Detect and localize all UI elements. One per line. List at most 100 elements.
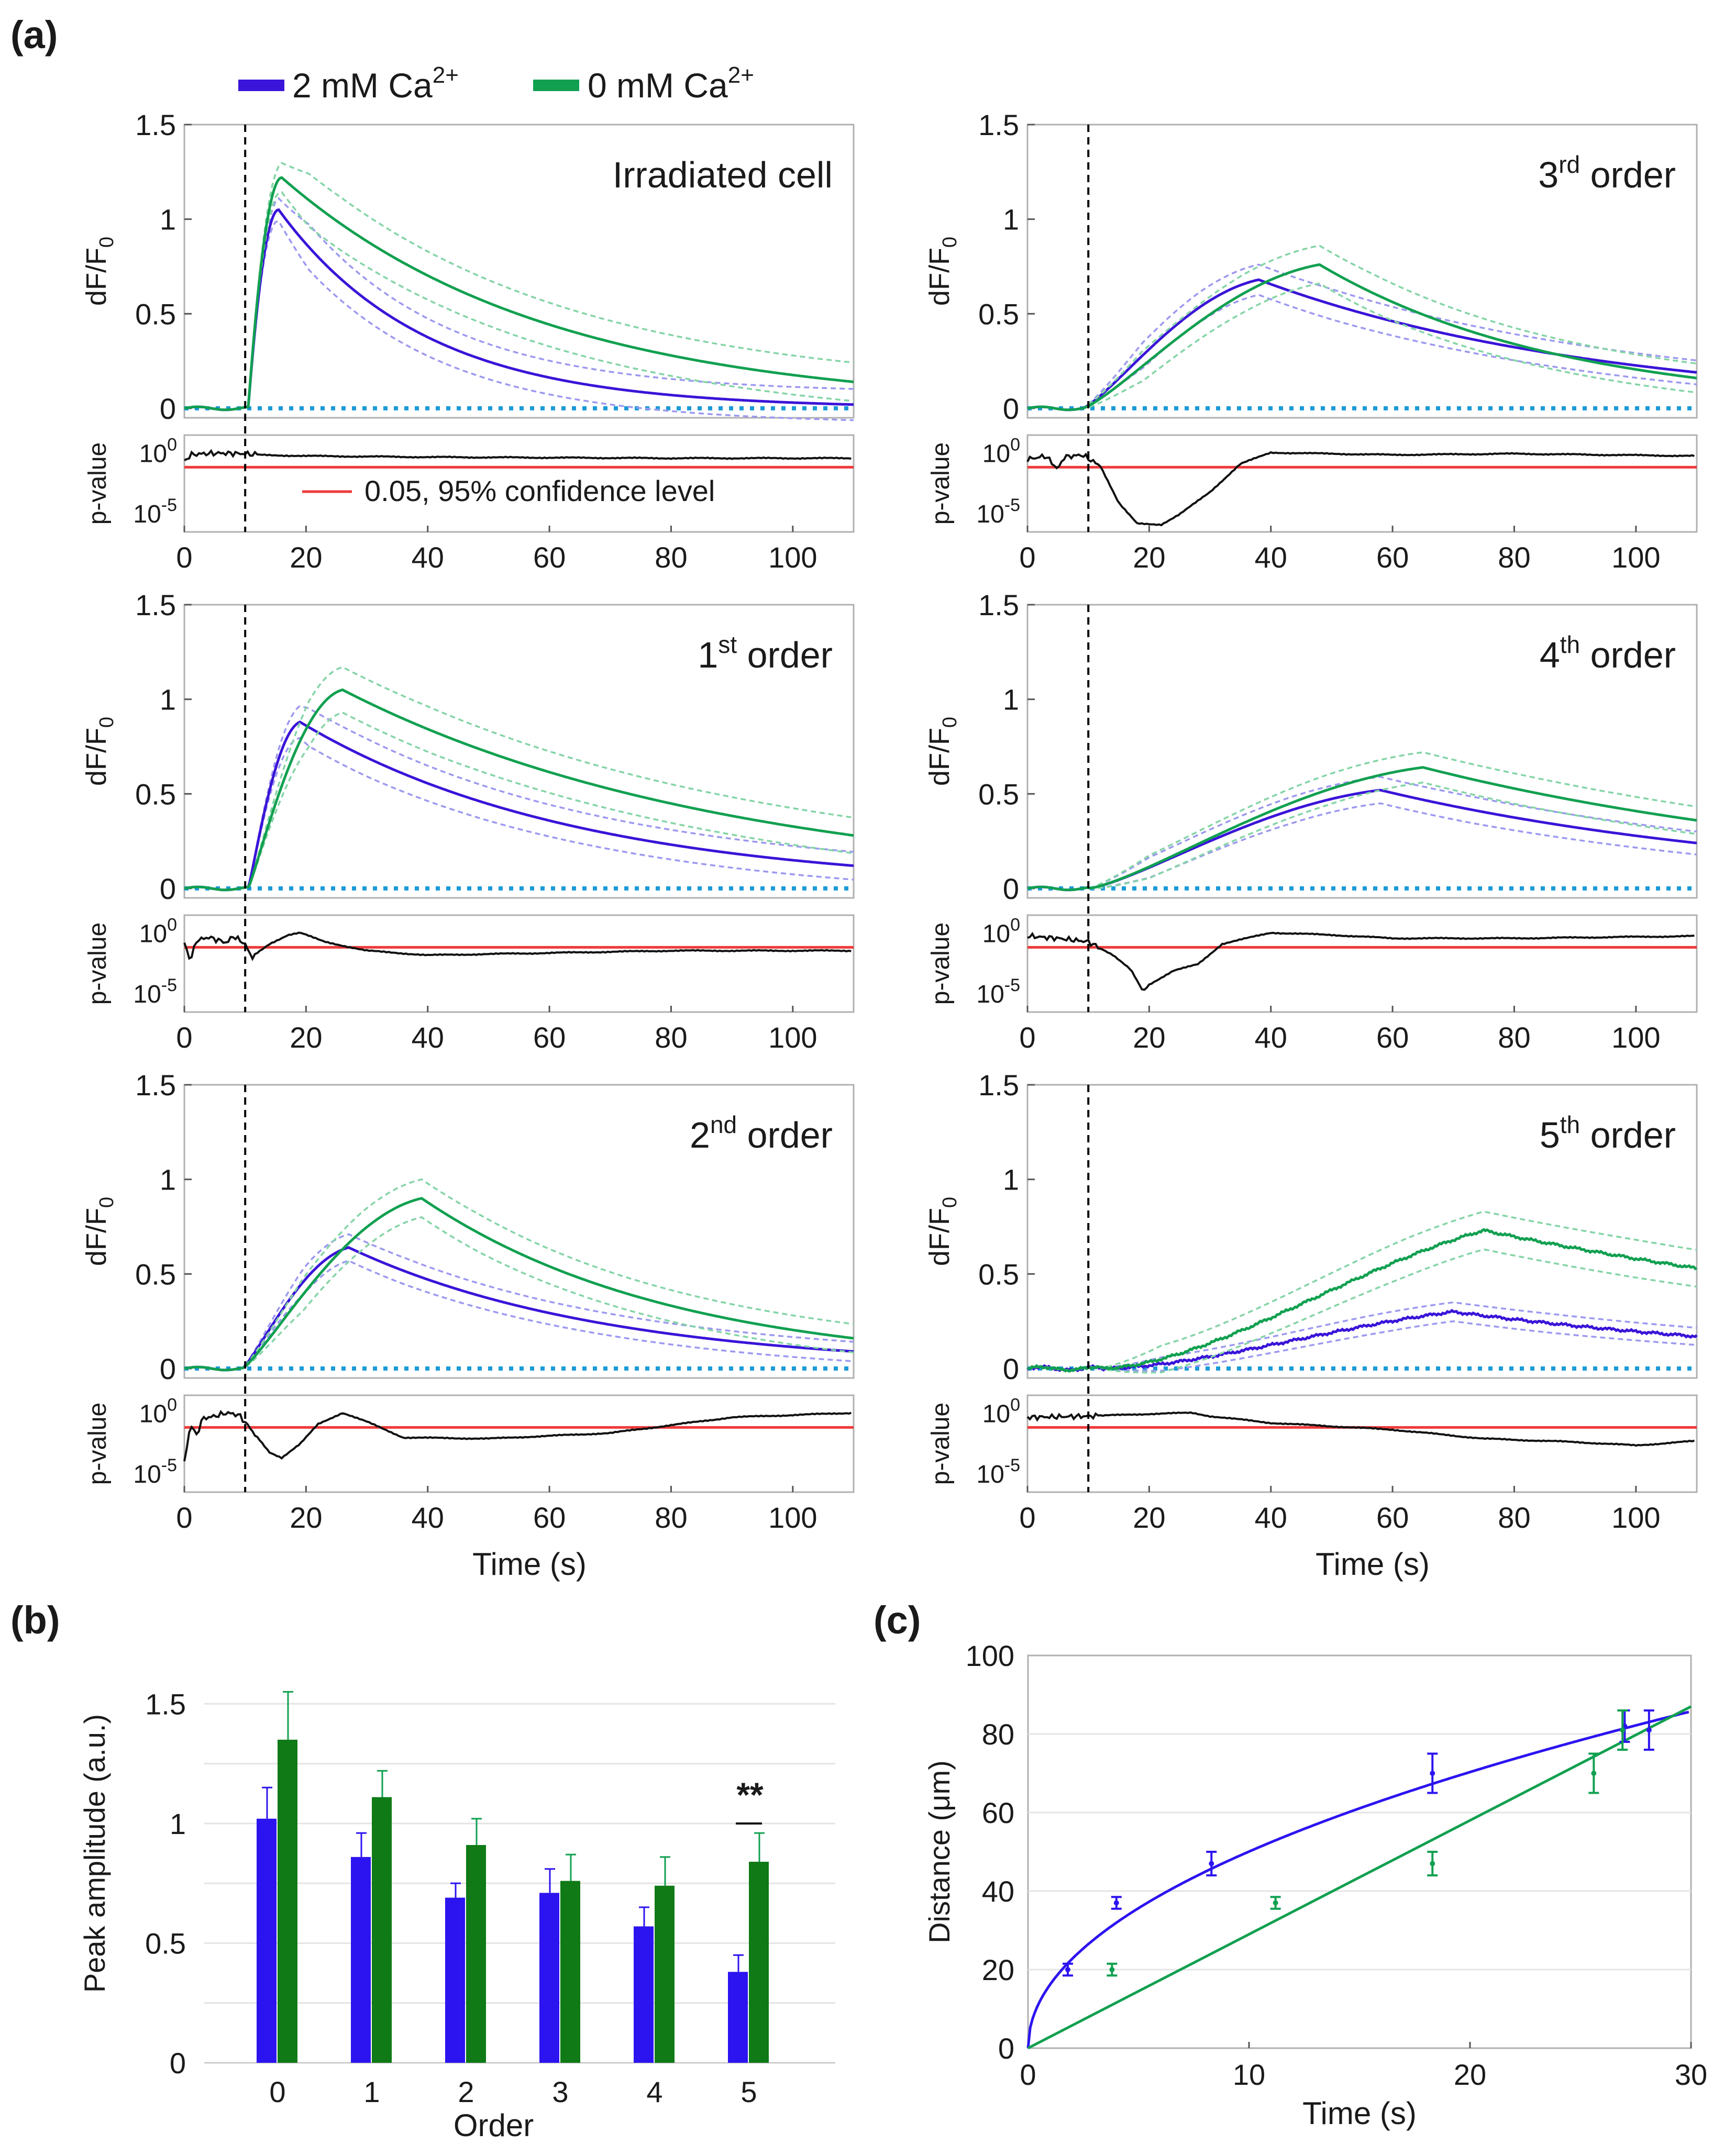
confidence-band-green (184, 712, 854, 891)
y-tick-label: 100 (966, 1639, 1014, 1672)
x-tick-label: 40 (412, 541, 444, 574)
y-tick-label: 80 (982, 1718, 1014, 1751)
pvalue-frame (1026, 1394, 1698, 1493)
y-tick-label: 0.5 (145, 1927, 186, 1960)
bar-blue (634, 1926, 654, 2063)
pvalue-tick-label: 10-5 (133, 975, 177, 1008)
x-tick-label: 5 (741, 2075, 757, 2108)
fit-line-green (1027, 1705, 1692, 2050)
subplot-title: 5th order (1540, 1111, 1676, 1155)
plot-frame (183, 124, 855, 419)
x-tick-label: 0 (1019, 1501, 1035, 1534)
title-number: 3 (1538, 154, 1559, 195)
pvalue-axis-label: p-value (84, 923, 112, 1005)
y-tick-label: 0.5 (978, 777, 1019, 810)
mean-trace-green (1027, 766, 1697, 892)
bar-blue (257, 1818, 277, 2063)
pvalue-trace (1026, 1411, 1695, 1447)
title-rest: order (737, 635, 833, 675)
y-tick-label: 0.5 (135, 777, 176, 810)
confidence-band-green (1027, 1210, 1697, 1371)
data-point-blue (1113, 1900, 1119, 1906)
x-tick-label: 100 (768, 541, 817, 574)
mean-trace-green (1027, 1228, 1697, 1373)
fit-line-blue (1026, 1710, 1689, 2049)
y-tick-label: 1.5 (135, 108, 176, 141)
bar-green (466, 1845, 486, 2063)
pvalue-frame (183, 1394, 855, 1493)
subplot-title: 2nd order (690, 1111, 833, 1155)
x-tick-label: 80 (1498, 1021, 1530, 1054)
x-tick-label: 100 (1611, 1501, 1660, 1534)
y-tick-label: 1 (160, 203, 176, 236)
pvalue-axis-label: p-value (84, 442, 112, 525)
title-number: 4 (1540, 635, 1560, 675)
title-superscript: st (718, 631, 737, 658)
x-tick-label: 0 (1020, 2058, 1036, 2091)
confidence-band-blue (184, 737, 854, 891)
legend-label-green: 0 mM Ca2+ (588, 62, 754, 105)
tick-exp: -5 (1004, 495, 1020, 515)
pvalue-axis-label: p-value (84, 1403, 112, 1485)
panel-label-b: (b) (10, 1598, 60, 1642)
plot-frame (1026, 1084, 1698, 1379)
pvalue-tick-label: 100 (139, 1395, 177, 1428)
y-tick-label: 1.5 (978, 108, 1019, 141)
threshold-legend-label: 0.05, 95% confidence level (364, 474, 715, 507)
confidence-band-green (1027, 282, 1697, 411)
confidence-band-blue (1027, 1320, 1697, 1372)
x-tick-label: 3 (552, 2075, 568, 2108)
pvalue-tick-label: 100 (982, 1395, 1020, 1428)
x-tick-label: 100 (1611, 1021, 1660, 1054)
tick-exp: 0 (167, 915, 177, 935)
confidence-band-blue (184, 1260, 854, 1371)
y-axis-label: dF/F0 (81, 1197, 118, 1266)
x-axis-label: Time (s) (1302, 2096, 1417, 2131)
y-tick-label: 1 (1003, 1163, 1019, 1196)
x-tick-label: 40 (412, 1501, 444, 1534)
bar-green (749, 1862, 769, 2063)
tick-base: 10 (133, 501, 161, 528)
y-tick-label: 0.5 (135, 297, 176, 330)
y-tick-label: 0 (1003, 392, 1019, 425)
pvalue-tick-label: 10-5 (133, 1455, 177, 1488)
legend: 2 mM Ca2+ 0 mM Ca2+ (238, 62, 754, 105)
pvalue-tick-label: 100 (139, 915, 177, 948)
pvalue-tick-label: 100 (139, 435, 177, 468)
bar-blue (728, 1972, 748, 2063)
mean-trace-blue (184, 1246, 854, 1372)
x-tick-label: 60 (533, 1501, 566, 1534)
tick-exp: 0 (167, 1395, 177, 1415)
subplot-title: 4th order (1540, 631, 1676, 675)
y-axis-label-sub: 0 (96, 237, 118, 248)
y-axis-label-sub: 0 (939, 1197, 961, 1208)
tick-exp: 0 (1010, 435, 1020, 454)
confidence-band-green (184, 162, 854, 411)
pvalue-trace (1027, 931, 1695, 991)
y-tick-label: 60 (982, 1796, 1014, 1829)
legend-swatch-green (533, 80, 579, 91)
x-tick-label: 0 (1019, 541, 1035, 574)
title-superscript: th (1560, 631, 1580, 658)
panel-label-a: (a) (10, 13, 58, 57)
panel-c-distance-chart: 0 20 40 60 80 100 0 10 20 30 Distance (μm) Time (s) (923, 1639, 1707, 2131)
pvalue-trace (183, 1409, 852, 1462)
pvalue-trace (1026, 451, 1695, 527)
bar-blue (351, 1857, 371, 2063)
y-tick-label: 40 (982, 1875, 1014, 1908)
panel-b-bar-chart: 0 0.5 1 1.5 Peak amplitude (a.u.) 0 1 2 3 4 5 ** Ord… (78, 1687, 835, 2143)
mean-trace-blue (1026, 1308, 1698, 1373)
title-rest: order (1580, 154, 1676, 195)
plot-frame (1027, 1654, 1692, 2049)
y-axis-label-sub: 0 (939, 237, 961, 248)
data-point-blue (1646, 1727, 1652, 1733)
y-axis-label: dF/F0 (81, 237, 118, 306)
x-tick-label: 20 (290, 541, 322, 574)
y-tick-label: 0.5 (978, 297, 1019, 330)
y-tick-label: 0 (160, 1352, 176, 1385)
x-tick-label: 60 (1376, 1021, 1409, 1054)
x-axis-label: Order (454, 2108, 534, 2143)
y-axis-label-sub: 0 (96, 1197, 118, 1208)
